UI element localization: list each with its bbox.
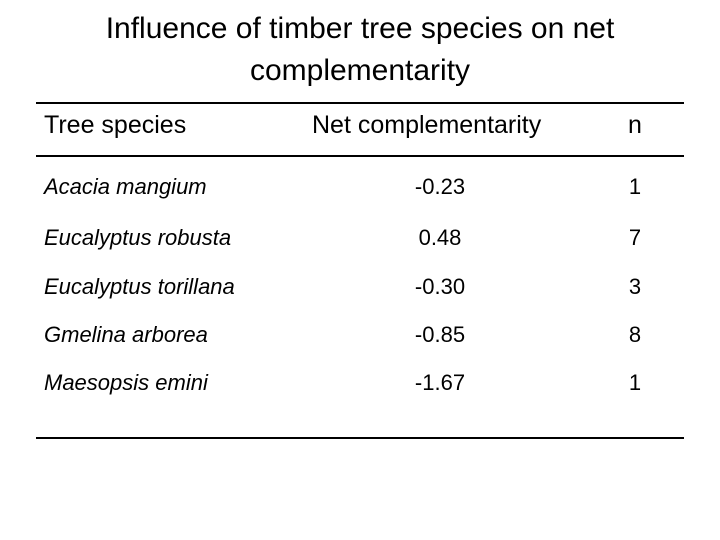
title-line-2: complementarity — [249, 54, 471, 87]
row-1-n: 1 — [628, 174, 642, 199]
table-top-rule — [36, 102, 684, 104]
header-tree-species: Tree species — [44, 111, 187, 139]
row-4-n: 8 — [628, 322, 642, 347]
row-3-n: 3 — [628, 274, 642, 299]
row-5-n: 1 — [628, 370, 642, 395]
header-n: n — [628, 111, 642, 139]
page-title: Influence of timber tree species on net … — [0, 8, 720, 92]
row-3-net: -0.30 — [414, 274, 466, 299]
row-2-n: 7 — [628, 225, 642, 250]
row-2-net: 0.48 — [418, 225, 462, 250]
row-1-net: -0.23 — [414, 174, 466, 199]
row-4-species: Gmelina arborea — [44, 322, 208, 347]
title-line-1: Influence of timber tree species on net — [105, 12, 615, 45]
row-4-net: -0.85 — [414, 322, 466, 347]
row-5-net: -1.67 — [414, 370, 466, 395]
table-bottom-rule — [36, 437, 684, 439]
header-net-complementarity: Net complementarity — [312, 111, 542, 139]
table-header-rule — [36, 155, 684, 157]
row-3-species: Eucalyptus torillana — [44, 274, 235, 299]
row-5-species: Maesopsis emini — [44, 370, 208, 395]
row-2-species: Eucalyptus robusta — [44, 225, 232, 250]
row-1-species: Acacia mangium — [44, 174, 207, 199]
